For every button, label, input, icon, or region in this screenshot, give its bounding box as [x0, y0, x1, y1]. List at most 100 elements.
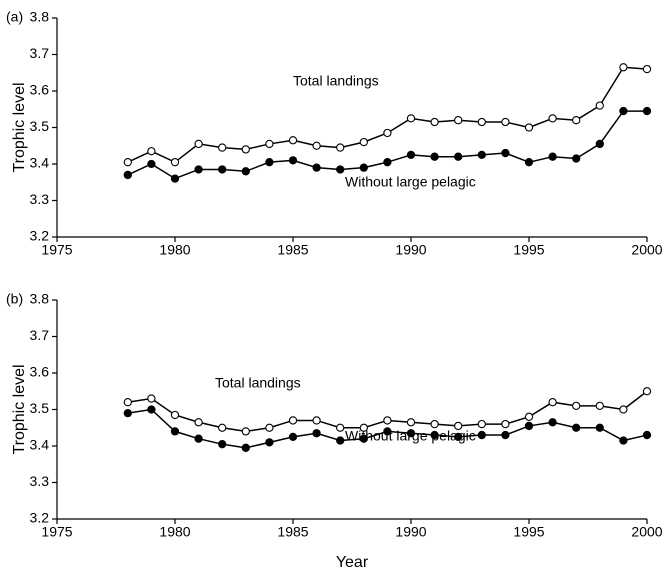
data-point	[312, 141, 321, 150]
data-point	[265, 139, 274, 149]
data-point	[501, 430, 510, 440]
x-tick-label: 1995	[513, 524, 544, 540]
y-tick-label: 3.8	[30, 291, 50, 307]
data-point	[123, 408, 132, 418]
y-tick-label: 3.6	[30, 82, 50, 98]
data-point	[218, 165, 227, 174]
series-annotation: Without large pelagic	[345, 174, 476, 190]
y-axis-label: Trophic level	[11, 82, 28, 172]
x-tick-label: 1975	[41, 242, 72, 258]
series-annotation: Total landings	[215, 375, 301, 391]
x-tick-label: 1975	[41, 524, 72, 540]
data-point	[123, 170, 132, 180]
data-point	[336, 436, 345, 445]
data-point	[548, 418, 557, 427]
data-point	[642, 106, 652, 116]
y-tick-label: 3.3	[30, 191, 50, 207]
series-annotation: Without large pelagic	[345, 428, 476, 444]
data-point	[524, 421, 534, 431]
data-point	[501, 148, 510, 158]
data-point	[265, 438, 274, 447]
y-tick-label: 3.7	[30, 45, 50, 61]
data-point	[218, 423, 227, 432]
data-point	[123, 398, 132, 407]
y-tick-label: 3.2	[30, 510, 50, 526]
data-point	[265, 423, 274, 432]
data-point	[218, 440, 227, 449]
data-point	[383, 158, 392, 167]
series-annotation: Total landings	[293, 73, 379, 89]
data-point	[501, 117, 510, 127]
data-point	[170, 427, 180, 436]
data-point	[477, 117, 486, 127]
data-point	[336, 165, 345, 174]
data-point	[359, 137, 368, 147]
panel-label: (a)	[6, 9, 23, 25]
data-point	[572, 154, 581, 163]
data-point	[194, 418, 203, 427]
data-point	[336, 143, 345, 152]
data-point	[572, 423, 581, 432]
data-point	[241, 427, 250, 436]
data-point	[524, 158, 534, 167]
data-point	[406, 114, 416, 123]
y-axis-label: Trophic level	[11, 364, 28, 454]
y-tick-label: 3.5	[30, 400, 50, 416]
data-point	[194, 139, 203, 149]
data-point	[406, 418, 416, 427]
data-point	[619, 106, 628, 116]
data-point	[383, 416, 392, 425]
data-point	[170, 158, 180, 167]
data-point	[241, 145, 250, 154]
x-tick-label: 1980	[159, 242, 190, 258]
y-tick-label: 3.7	[30, 327, 50, 343]
data-point	[312, 429, 321, 438]
data-point	[477, 419, 486, 429]
data-point	[123, 158, 132, 167]
x-tick-label: 1995	[513, 242, 544, 258]
y-tick-label: 3.8	[30, 9, 50, 25]
data-point	[548, 152, 557, 161]
data-point	[430, 430, 439, 440]
data-point	[524, 412, 534, 421]
x-tick-label: 1985	[277, 524, 308, 540]
data-point	[477, 430, 486, 440]
data-point	[383, 427, 392, 436]
data-point	[430, 152, 439, 161]
data-point	[524, 123, 534, 132]
data-point	[501, 419, 510, 429]
x-tick-label: 2000	[631, 524, 662, 540]
data-point	[288, 136, 298, 145]
data-point	[194, 165, 203, 174]
x-tick-label: 1980	[159, 524, 190, 540]
data-point	[619, 63, 628, 72]
y-tick-label: 3.3	[30, 473, 50, 489]
data-point	[406, 150, 416, 160]
series-line	[127, 66, 648, 164]
data-point	[194, 434, 203, 443]
data-point	[430, 117, 439, 127]
data-point	[312, 416, 321, 425]
panel-label: (b)	[6, 291, 23, 307]
data-point	[642, 387, 652, 396]
data-point	[477, 150, 486, 160]
data-point	[359, 434, 368, 443]
data-point	[595, 401, 604, 410]
data-point	[336, 423, 345, 432]
data-point	[548, 114, 557, 123]
data-point	[595, 423, 604, 432]
x-axis-label: Year	[336, 554, 369, 571]
data-point	[312, 163, 321, 172]
data-point	[288, 416, 298, 425]
data-point	[572, 401, 581, 410]
data-point	[454, 432, 463, 442]
y-tick-label: 3.6	[30, 364, 50, 380]
data-point	[241, 443, 250, 452]
data-point	[359, 423, 368, 432]
data-point	[359, 163, 368, 172]
data-point	[288, 156, 298, 165]
data-point	[619, 405, 628, 414]
data-point	[241, 167, 250, 176]
data-point	[430, 419, 439, 429]
